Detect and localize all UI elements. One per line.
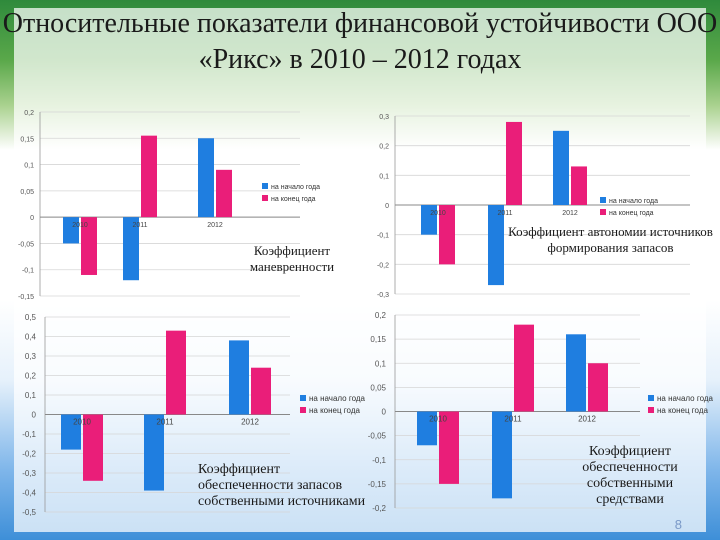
x-tick-label: 2011 [132,222,147,229]
x-tick-label: 2011 [497,210,512,217]
caption-inventory-coverage: Коэффициент обеспеченности запасов собст… [198,462,366,509]
y-tick-label: -0,1 [22,268,34,275]
slide-title: Относительные показатели финансовой усто… [2,8,718,75]
bar-start-2011 [488,205,504,286]
bar-start-2012 [198,138,214,218]
bar-start-2010 [417,411,437,446]
legend-swatch [262,183,268,189]
caption-autonomy: Коэффициент автономии источников формиро… [508,224,713,255]
bar-end-2011 [166,330,186,415]
legend-label: на начало года [657,394,714,403]
x-tick-label: 2012 [207,222,223,229]
y-tick-label: 0 [382,408,387,417]
y-tick-label: -0,2 [22,450,36,459]
y-tick-label: 0,4 [25,333,37,342]
legend-swatch [262,195,268,201]
bar-end-2010 [439,205,455,265]
x-tick-label: 2010 [73,418,91,427]
y-tick-label: 0,15 [370,335,386,344]
y-tick-label: -0,1 [377,233,389,240]
y-tick-label: 0 [385,203,389,210]
legend-label: на конец года [271,196,316,203]
bar-end-2010 [439,411,459,484]
y-tick-label: -0,3 [377,292,389,299]
y-tick-label: 0 [32,411,37,420]
bar-end-2012 [588,363,608,412]
y-tick-label: 0,15 [20,136,34,143]
legend-swatch [648,395,654,401]
bar-end-2011 [514,324,534,412]
y-tick-label: 0,2 [24,110,34,117]
legend-swatch [648,407,654,413]
bar-start-2011 [492,411,512,499]
y-tick-label: 0,1 [25,391,37,400]
bar-start-2012 [566,334,586,412]
y-tick-label: -0,1 [22,430,36,439]
y-tick-label: 0,3 [379,114,389,121]
y-tick-label: 0 [30,215,34,222]
y-tick-label: -0,4 [22,489,36,498]
y-tick-label: -0,5 [22,508,36,517]
x-tick-label: 2011 [156,418,174,427]
page-number: 8 [674,517,682,532]
y-tick-label: -0,3 [22,469,36,478]
y-tick-label: 0,2 [379,144,389,151]
y-tick-label: -0,15 [18,294,34,301]
y-tick-label: 0,3 [25,352,37,361]
caption-own-funds-coverage: Коэффициент обеспеченности собственными … [582,444,678,507]
bar-end-2010 [83,414,103,481]
y-tick-label: -0,15 [368,480,387,489]
legend-label: на начало года [271,184,320,191]
bar-start-2012 [553,130,569,205]
bar-end-2010 [81,217,97,275]
chart-inventory-coverage: -0,5 -0,4 -0,3 -0,2 -0,1 0 0,1 0,2 0,3 0,4 0,5 2010… [22,313,366,517]
bar-start-2011 [144,414,164,491]
legend-swatch [300,395,306,401]
y-tick-label: 0,5 [25,313,37,322]
y-tick-label: 0,2 [375,311,387,320]
bar-start-2010 [421,205,437,235]
y-tick-label: 0,05 [20,189,34,196]
y-tick-label: -0,1 [372,456,386,465]
chart-own-funds-coverage: -0,2 -0,15 -0,1 -0,05 0 0,05 0,1 0,15 0,2 2010 201… [368,311,714,513]
x-tick-label: 2010 [430,210,446,217]
x-tick-label: 2010 [429,415,447,424]
y-tick-label: -0,05 [368,432,387,441]
chart-maneuverability: -0,15 -0,1 -0,05 0 0,05 0,1 0,15 0,2 2010 2011 201… [18,110,320,301]
y-tick-label: 0,05 [370,383,386,392]
chart-autonomy: -0,3 -0,2 -0,1 0 0,1 0,2 0,3 2010 2011 2012 на нач… [377,114,690,299]
y-tick-label: -0,05 [18,241,34,248]
bar-end-2011 [506,121,522,205]
bar-end-2011 [141,135,157,218]
legend-label: на конец года [309,406,360,415]
x-tick-label: 2012 [562,210,578,217]
bar-start-2010 [61,414,81,450]
bar-end-2012 [251,367,271,415]
bar-end-2012 [571,166,587,205]
bar-start-2012 [229,340,249,415]
legend-swatch [600,197,606,203]
caption-maneuverability: Коэффициент маневренности [249,243,335,274]
y-tick-label: 0,2 [25,372,37,381]
bar-start-2010 [63,217,79,244]
y-tick-label: -0,2 [372,504,386,513]
legend-label: на конец года [657,406,708,415]
bar-end-2012 [216,169,232,218]
legend-label: на конец года [609,210,654,217]
y-tick-label: 0,1 [24,163,34,170]
bar-start-2011 [123,217,139,281]
y-tick-label: -0,2 [377,262,389,269]
x-tick-label: 2012 [241,418,259,427]
y-tick-label: 0,1 [379,173,389,180]
legend-label: на начало года [609,198,658,205]
y-tick-label: 0,1 [375,359,387,368]
x-tick-label: 2012 [578,415,596,424]
x-tick-label: 2010 [72,222,88,229]
legend-label: на начало года [309,394,366,403]
legend-swatch [300,407,306,413]
x-tick-label: 2011 [504,415,522,424]
legend-swatch [600,209,606,215]
